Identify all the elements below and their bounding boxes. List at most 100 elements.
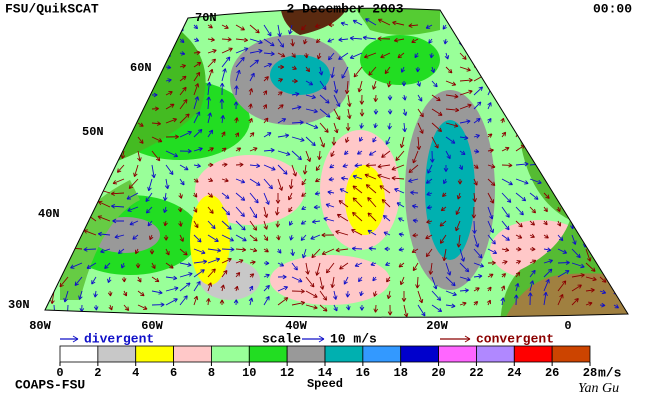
wind-arrow: [501, 192, 512, 203]
wind-arrow: [608, 248, 615, 258]
wind-arrow: [33, 190, 40, 194]
wind-arrow: [442, 248, 447, 262]
wind-arrow: [277, 274, 287, 280]
wind-arrow: [399, 136, 405, 149]
wind-arrow: [501, 72, 507, 82]
wind-arrow: [76, 188, 83, 194]
wind-arrow: [305, 304, 318, 310]
wind-arrow: [235, 234, 247, 242]
wind-arrow: [500, 117, 505, 124]
wind-arrow: [556, 206, 561, 213]
wind-arrow: [383, 231, 391, 236]
wind-arrow: [77, 80, 83, 94]
wind-arrow: [571, 98, 582, 110]
wind-arrow: [570, 24, 575, 31]
wind-arrow: [425, 234, 433, 240]
wind-arrow: [457, 178, 463, 185]
wind-arrow: [457, 24, 463, 31]
wind-arrow: [301, 248, 307, 259]
wind-arrow: [459, 119, 471, 124]
wind-arrow: [318, 66, 324, 76]
wind-arrow: [135, 262, 141, 269]
wind-arrow: [277, 285, 289, 292]
wind-arrow: [425, 24, 433, 29]
wind-arrow: [473, 248, 483, 259]
wind-arrow: [248, 297, 254, 306]
wind-arrow: [75, 36, 83, 41]
wind-arrow: [606, 38, 615, 50]
wind-arrow: [431, 122, 443, 133]
wind-arrow: [249, 192, 259, 204]
wind-arrow: [359, 108, 365, 117]
wind-arrow: [487, 148, 494, 153]
wind-arrow: [472, 220, 477, 234]
scale-arrowhead: [318, 335, 325, 343]
wind-arrow: [625, 276, 628, 283]
wind-arrow: [599, 107, 611, 112]
wind-arrow: [415, 66, 421, 73]
wind-arrow: [601, 206, 615, 212]
wind-arrow: [584, 38, 590, 46]
wind-arrow: [515, 220, 523, 228]
wind-arrow: [319, 94, 330, 104]
colorbar-swatch: [513, 345, 553, 363]
wind-arrow: [459, 150, 466, 156]
wind-arrow: [557, 248, 568, 254]
wind-arrow: [207, 147, 214, 152]
wind-arrow: [179, 86, 187, 96]
wind-arrow: [137, 122, 144, 127]
wind-arrow: [473, 287, 480, 292]
wind-arrow: [128, 178, 139, 189]
wind-arrow: [459, 276, 471, 282]
legend: divergent scale 10 m/s convergent: [60, 331, 554, 346]
wind-arrow: [381, 150, 391, 158]
wind-arrow: [571, 284, 582, 292]
wind-arrow: [440, 206, 447, 212]
wind-arrow: [431, 108, 443, 116]
wind-arrow: [473, 38, 481, 47]
wind-arrow: [529, 37, 541, 42]
wind-arrow: [626, 122, 628, 128]
wind-arrow: [76, 162, 83, 168]
colorbar-swatch: [286, 345, 326, 363]
wind-arrow: [599, 66, 610, 77]
wind-arrow: [109, 94, 115, 105]
wind-arrow: [301, 24, 307, 31]
wind-arrow: [207, 37, 215, 42]
wind-arrow: [543, 268, 553, 278]
wind-arrow: [207, 112, 212, 124]
wind-arrow: [411, 248, 419, 253]
wind-arrow: [221, 206, 231, 216]
wind-arrow: [235, 37, 249, 43]
wind-arrow: [327, 38, 335, 43]
wind-arrow: [626, 136, 628, 144]
wind-arrow: [527, 89, 533, 96]
wind-arrow: [193, 61, 202, 68]
wind-arrow: [63, 21, 69, 27]
wind-arrow: [395, 150, 405, 162]
wind-arrow: [291, 120, 304, 125]
wind-arrow: [151, 92, 158, 98]
wind-arrow: [426, 191, 433, 196]
wind-arrow: [338, 200, 349, 208]
wind-arrow: [249, 247, 258, 253]
wind-arrow: [582, 192, 588, 200]
wind-arrow: [300, 220, 307, 225]
wind-arrow: [431, 80, 438, 88]
wind-arrow: [151, 52, 157, 61]
colorbar-tick-label: 28: [583, 366, 597, 380]
wind-arrow: [431, 136, 439, 149]
wind-arrow: [543, 192, 550, 199]
wind-arrow: [408, 178, 419, 183]
wind-arrow: [263, 178, 273, 190]
wind-arrow: [487, 206, 494, 220]
wind-arrow: [151, 150, 161, 162]
wind-arrow: [442, 192, 447, 198]
wind-arrow: [221, 192, 230, 199]
wind-arrow: [529, 259, 537, 264]
wind-arrow: [65, 108, 71, 123]
wind-arrow: [528, 75, 533, 82]
wind-arrow: [45, 262, 55, 270]
wind-arrow: [487, 50, 502, 56]
wind-arrow: [427, 164, 433, 174]
